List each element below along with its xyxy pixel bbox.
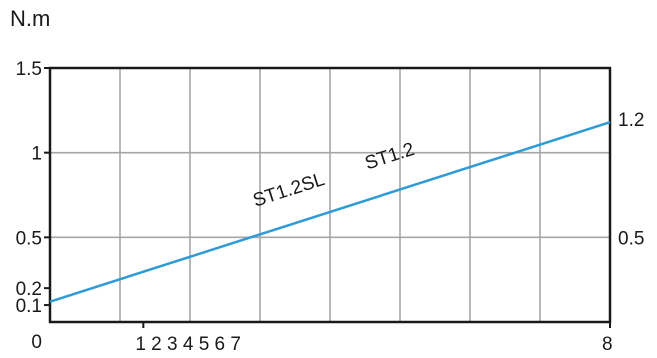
series-line: [49, 120, 611, 303]
series-annotation: ST1.2: [362, 139, 417, 174]
plot-frame: [48, 66, 612, 324]
series-layer: [49, 120, 611, 303]
right-y-tick-label: 1.2: [618, 110, 644, 131]
left-y-tick-label: 0: [31, 332, 42, 353]
left-y-tick-label: 0.2: [16, 279, 42, 300]
series-annotation: ST1.2SL: [250, 169, 327, 212]
left-y-tick-label: 0.1: [16, 296, 42, 317]
left-y-tick-label: 1: [31, 144, 42, 165]
unit-label: N.m: [10, 6, 50, 31]
x-tick-label: 1 2 3 4 5 6 7: [135, 334, 241, 355]
left-y-tick-label: 0.5: [16, 228, 42, 249]
annotations: ST1.2SL ST1.2: [250, 139, 417, 212]
left-y-tick-label: 1.5: [16, 59, 42, 80]
x-tick-label: 8: [602, 334, 613, 355]
tick-labels: 1.5 1 0.5 0.20.1 0 1.2 0.5 1 2 3 4 5 6 7 8: [16, 59, 645, 355]
grid: [50, 68, 610, 322]
right-y-tick-label: 0.5: [618, 228, 644, 249]
